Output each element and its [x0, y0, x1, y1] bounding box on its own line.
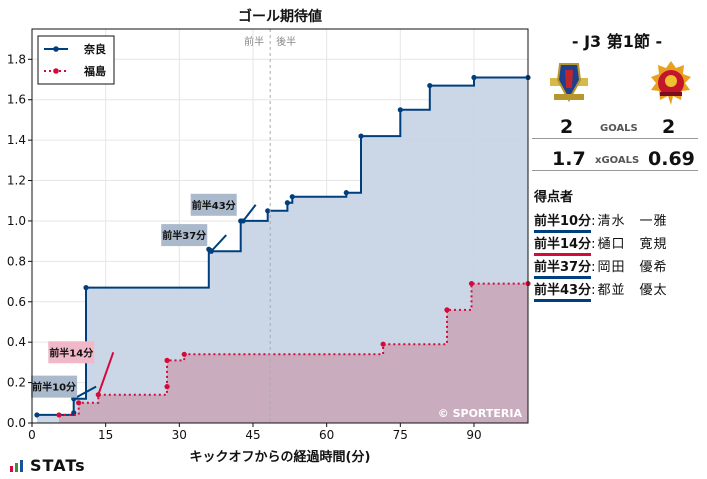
- annotation-box: [31, 375, 78, 398]
- annotation-leader: [73, 385, 97, 400]
- data-point: [164, 357, 170, 363]
- legend-box: [37, 35, 115, 85]
- data-point: [34, 412, 40, 418]
- scorer-name: 都並 優太: [597, 283, 668, 298]
- y-tick-label: 1.2: [7, 174, 26, 188]
- annotation-leader: [97, 351, 115, 396]
- annotation-label: 前半37分: [162, 229, 206, 242]
- fukushima-crest-icon: [651, 61, 691, 105]
- nara-crest-icon: [550, 63, 588, 103]
- scorer-time: 前半14分: [534, 237, 592, 256]
- x-tick-label: 15: [98, 428, 113, 442]
- data-point: [343, 190, 349, 196]
- data-point: [427, 82, 433, 89]
- brand-name: STATs: [30, 456, 86, 475]
- y-tick-label: 1.6: [7, 93, 26, 107]
- scorer-time: 前半37分: [534, 260, 592, 279]
- x-tick-label: 45: [245, 428, 260, 442]
- x-axis-label: キックオフからの経過時間(分): [190, 449, 371, 465]
- scorer-item: 前半37分: 岡田 優希: [534, 256, 668, 279]
- data-point: [471, 74, 477, 81]
- y-tick-label: 0.0: [7, 416, 26, 430]
- data-point: [380, 341, 386, 347]
- data-point: [164, 384, 170, 390]
- data-point: [265, 208, 271, 214]
- scorer-item: 前半14分: 樋口 寛規: [534, 233, 668, 256]
- series-area-0: [36, 77, 529, 423]
- y-tick-label: 0.8: [7, 254, 26, 268]
- annotation-label: 前半14分: [49, 346, 93, 359]
- annotation-leader: [210, 234, 227, 252]
- series-line-0: [36, 76, 528, 416]
- data-point: [397, 107, 403, 113]
- home-xg: 1.7: [552, 148, 586, 170]
- scorer-time: 前半43分: [534, 283, 592, 302]
- data-point: [284, 200, 290, 206]
- series-line-1: [59, 282, 528, 416]
- xg-label: xGOALS: [595, 155, 640, 166]
- annotation-box: [48, 341, 95, 364]
- chart-title: ゴール期待値: [238, 8, 322, 25]
- data-point: [76, 400, 82, 406]
- goals-label: GOALS: [600, 123, 638, 134]
- y-tick-label: 1.4: [7, 133, 26, 147]
- y-tick-label: 0.4: [7, 335, 26, 349]
- data-point: [181, 351, 187, 357]
- x-tick-label: 30: [172, 428, 187, 442]
- legend-label: 奈良: [83, 42, 106, 56]
- annotation-leader: [242, 204, 257, 222]
- scorer-item: 前半10分: 清水 一雅: [534, 210, 668, 233]
- annotation-label: 前半43分: [192, 199, 236, 212]
- divider: [532, 138, 698, 139]
- data-point: [468, 280, 475, 287]
- legend-swatch-marker: [53, 68, 59, 74]
- annotation-box: [161, 224, 208, 247]
- data-point: [56, 412, 62, 418]
- match-summary-panel: - J3 第1節 - 2 GOALS 2 1.7 xGOALS 0.69 得点者…: [532, 0, 702, 330]
- home-goals: 2: [560, 116, 574, 138]
- scorer-time: 前半10分: [534, 214, 592, 233]
- scorer-item: 前半43分: 都並 優太: [534, 279, 668, 302]
- x-tick-label: 75: [393, 428, 408, 442]
- watermark: © SPORTERIA: [438, 407, 523, 420]
- series-area-1: [59, 283, 528, 423]
- y-tick-label: 1.8: [7, 52, 26, 66]
- x-tick-label: 60: [319, 428, 334, 442]
- divider: [532, 170, 698, 171]
- scorers-title: 得点者: [534, 190, 574, 205]
- away-goals: 2: [662, 116, 676, 138]
- scorer-name: 清水 一雅: [597, 214, 668, 229]
- first-half-label: 前半: [244, 35, 264, 48]
- data-point: [83, 285, 89, 291]
- goals-row: 2 GOALS 2: [532, 116, 702, 138]
- legend-label: 福島: [83, 64, 106, 78]
- annotation-label: 前半10分: [32, 381, 76, 394]
- data-point: [289, 194, 295, 200]
- stats-logo-icon: [10, 460, 23, 472]
- away-xg: 0.69: [648, 148, 695, 170]
- x-tick-label: 0: [28, 428, 36, 442]
- x-tick-label: 90: [466, 428, 481, 442]
- match-title: - J3 第1節 -: [571, 32, 663, 51]
- annotation-box: [190, 193, 237, 216]
- plot-frame: [31, 28, 529, 424]
- scorer-name: 岡田 優希: [597, 260, 668, 275]
- y-tick-label: 0.6: [7, 295, 26, 309]
- data-point: [444, 307, 450, 313]
- y-tick-label: 0.2: [7, 376, 26, 390]
- data-point: [358, 133, 364, 139]
- scorer-name: 樋口 寛規: [597, 237, 668, 252]
- legend-swatch-marker: [53, 46, 59, 52]
- second-half-label: 後半: [276, 35, 296, 48]
- y-tick-label: 1.0: [7, 214, 26, 228]
